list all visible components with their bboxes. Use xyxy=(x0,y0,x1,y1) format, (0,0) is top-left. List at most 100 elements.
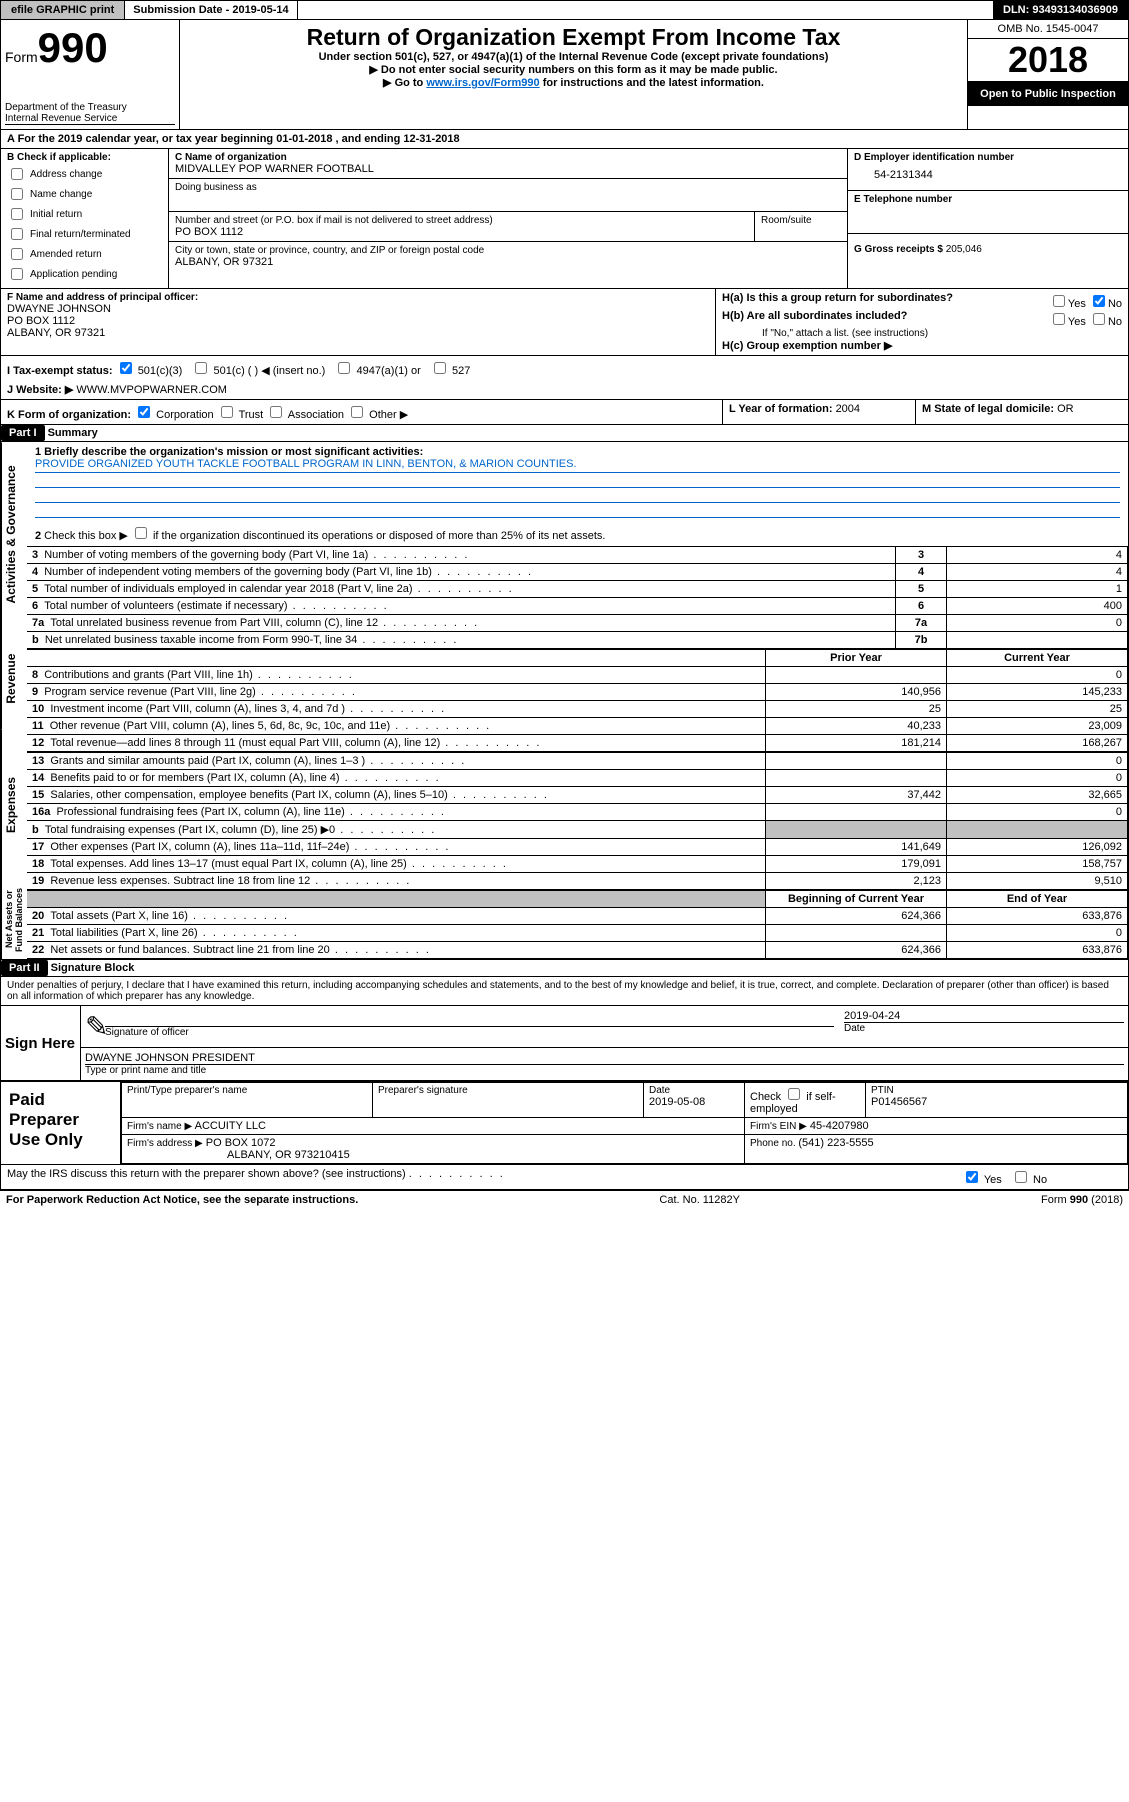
chk-501c3[interactable] xyxy=(120,362,132,374)
pt-name-label: Print/Type preparer's name xyxy=(127,1085,367,1096)
part2-header: Part II Signature Block xyxy=(0,960,1129,977)
prior-year-hdr: Prior Year xyxy=(766,650,947,667)
ptin-label: PTIN xyxy=(871,1085,1122,1096)
officer-signature-line[interactable] xyxy=(105,1010,834,1027)
chk-initial-return[interactable]: Initial return xyxy=(7,205,162,223)
sub3-post: for instructions and the latest informat… xyxy=(543,77,764,89)
top-toolbar: efile GRAPHIC print Submission Date - 20… xyxy=(0,0,1129,20)
end-year-hdr: End of Year xyxy=(947,891,1128,908)
header-mid: Return of Organization Exempt From Incom… xyxy=(180,20,967,129)
firm-addr-label: Firm's address ▶ xyxy=(127,1138,203,1149)
section-b: B Check if applicable: Address change Na… xyxy=(1,149,169,288)
table-row: b Net unrelated business taxable income … xyxy=(27,632,1128,649)
state-domicile: OR xyxy=(1057,403,1074,415)
chk-amended[interactable]: Amended return xyxy=(7,245,162,263)
current-year-hdr: Current Year xyxy=(947,650,1128,667)
hb-yes[interactable] xyxy=(1053,313,1065,325)
sec-l-label: L Year of formation: xyxy=(729,403,836,415)
chk-name-change[interactable]: Name change xyxy=(7,185,162,203)
ha-no[interactable] xyxy=(1093,295,1105,307)
ha-answer: Yes No xyxy=(1049,292,1122,310)
side-revenue: Revenue xyxy=(1,627,27,730)
section-f: F Name and address of principal officer:… xyxy=(1,289,716,355)
sec-k-label: K Form of organization: xyxy=(7,409,131,421)
opt-other: Other ▶ xyxy=(369,409,408,421)
hb-no[interactable] xyxy=(1093,313,1105,325)
table-row: 19 Revenue less expenses. Subtract line … xyxy=(27,873,1128,890)
hb-answer: Yes No xyxy=(1049,310,1122,328)
ptin: P01456567 xyxy=(871,1096,1122,1108)
part1-header: Part I Summary xyxy=(0,425,1129,442)
year-formation: 2004 xyxy=(836,403,860,415)
section-bcdeg: B Check if applicable: Address change Na… xyxy=(0,149,1129,289)
hb-label: H(b) Are all subordinates included? xyxy=(722,310,907,322)
table-row: 3 Number of voting members of the govern… xyxy=(27,547,1128,564)
type-name-label: Type or print name and title xyxy=(85,1065,1124,1076)
subdate-label: Submission Date - xyxy=(133,4,232,16)
side-expenses: Expenses xyxy=(1,730,27,880)
opt-501c: 501(c) ( ) ◀ (insert no.) xyxy=(214,365,326,377)
firm-ein: 45-4207980 xyxy=(810,1120,869,1132)
firm-addr1: PO BOX 1072 xyxy=(206,1137,276,1149)
revenue-table: Prior YearCurrent Year 8 Contributions a… xyxy=(27,649,1128,752)
firm-name: ACCUITY LLC xyxy=(195,1120,266,1132)
chk-501c[interactable] xyxy=(195,362,207,374)
chk-final-return[interactable]: Final return/terminated xyxy=(7,225,162,243)
firm-name-label: Firm's name ▶ xyxy=(127,1121,192,1132)
dots xyxy=(409,1168,505,1180)
table-row: 17 Other expenses (Part IX, column (A), … xyxy=(27,839,1128,856)
tax-year-begin: 01-01-2018 xyxy=(276,133,332,145)
dept-treasury: Department of the Treasury xyxy=(5,102,175,113)
efile-print-button[interactable]: efile GRAPHIC print xyxy=(1,1,125,19)
ha-yes[interactable] xyxy=(1053,295,1065,307)
discuss-yes[interactable] xyxy=(966,1171,978,1183)
opt-4947: 4947(a)(1) or xyxy=(357,365,421,377)
firm-ein-label: Firm's EIN ▶ xyxy=(750,1121,807,1132)
discuss-row: May the IRS discuss this return with the… xyxy=(0,1165,1129,1190)
ha-label: H(a) Is this a group return for subordin… xyxy=(722,292,953,304)
table-row: 8 Contributions and grants (Part VIII, l… xyxy=(27,667,1128,684)
officer-addr1: PO BOX 1112 xyxy=(7,315,709,327)
form-prefix: Form xyxy=(5,49,38,65)
subtitle-2: ▶ Do not enter social security numbers o… xyxy=(186,63,961,76)
mission-statement: PROVIDE ORGANIZED YOUTH TACKLE FOOTBALL … xyxy=(35,458,1120,473)
section-deg: D Employer identification number 54-2131… xyxy=(848,149,1128,288)
sig-officer-label: Signature of officer xyxy=(105,1027,834,1038)
section-klm: K Form of organization: Corporation Trus… xyxy=(0,400,1129,425)
chk-self-employed[interactable] xyxy=(788,1088,800,1100)
chk-pending[interactable]: Application pending xyxy=(7,265,162,283)
table-row: 12 Total revenue—add lines 8 through 11 … xyxy=(27,735,1128,752)
irs-link[interactable]: www.irs.gov/Form990 xyxy=(426,77,539,89)
opt-corp: Corporation xyxy=(156,409,213,421)
officer-addr2: ALBANY, OR 97321 xyxy=(7,327,709,339)
subdate-value: 2019-05-14 xyxy=(232,4,288,16)
firm-addr2: ALBANY, OR 973210415 xyxy=(127,1149,350,1161)
addr-label: Number and street (or P.O. box if mail i… xyxy=(175,215,748,226)
chk-527[interactable] xyxy=(434,362,446,374)
open-inspection: Open to Public Inspection xyxy=(968,82,1128,106)
dba-label: Doing business as xyxy=(175,182,841,193)
section-j: J Website: ▶ WWW.MVPOPWARNER.COM xyxy=(0,380,1129,400)
footer-left: For Paperwork Reduction Act Notice, see … xyxy=(6,1194,358,1206)
chk-discontinued[interactable] xyxy=(135,527,147,539)
preparer-block: Paid Preparer Use Only Print/Type prepar… xyxy=(0,1082,1129,1165)
mission-blank1 xyxy=(35,473,1120,488)
table-row: 21 Total liabilities (Part X, line 26)0 xyxy=(27,925,1128,942)
chk-address-change[interactable]: Address change xyxy=(7,165,162,183)
discuss-no[interactable] xyxy=(1015,1171,1027,1183)
section-fh: F Name and address of principal officer:… xyxy=(0,289,1129,356)
chk-4947[interactable] xyxy=(338,362,350,374)
chk-assoc[interactable] xyxy=(270,406,282,418)
table-row: 6 Total number of volunteers (estimate i… xyxy=(27,598,1128,615)
omb-number: OMB No. 1545-0047 xyxy=(968,20,1128,39)
footer-mid: Cat. No. 11282Y xyxy=(659,1194,740,1206)
chk-corp[interactable] xyxy=(138,406,150,418)
submission-date: Submission Date - 2019-05-14 xyxy=(125,1,297,19)
chk-trust[interactable] xyxy=(221,406,233,418)
paid-preparer-label: Paid Preparer Use Only xyxy=(1,1082,121,1164)
section-a: A For the 2019 calendar year, or tax yea… xyxy=(0,130,1129,149)
table-row: 4 Number of independent voting members o… xyxy=(27,564,1128,581)
sec-i-label: I Tax-exempt status: xyxy=(7,365,113,377)
chk-other[interactable] xyxy=(351,406,363,418)
line2: 2 Check this box ▶ if the organization d… xyxy=(35,524,1120,542)
